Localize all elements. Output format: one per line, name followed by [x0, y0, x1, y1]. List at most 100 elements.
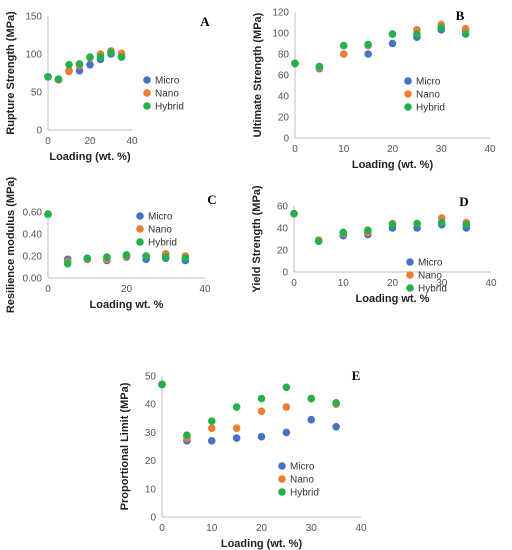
y-axis-title: Resilience modulus (MPa) [5, 177, 17, 314]
data-point-hybrid [161, 253, 170, 261]
x-tick-label: 20 [387, 144, 399, 155]
data-point-hybrid [54, 75, 63, 83]
legend-marker-micro [143, 76, 151, 84]
y-tick-label: 50 [145, 372, 157, 383]
data-point-micro [86, 60, 94, 69]
series-hybrid [44, 210, 190, 268]
data-point-hybrid [65, 60, 73, 69]
data-point-hybrid [83, 254, 92, 262]
y-axis-title: Rupture Strength (MPa) [5, 11, 17, 135]
x-axis-title: Loading (wt. %) [352, 159, 434, 171]
legend-marker-hybrid [404, 103, 412, 111]
x-tick-label: 30 [436, 278, 448, 289]
y-tick-label: 60 [278, 71, 290, 82]
data-point-micro [282, 428, 291, 437]
legend-label-nano: Nano [416, 90, 440, 101]
x-axis-title: Loading wt. % [90, 299, 164, 311]
x-tick-label: 10 [338, 278, 350, 289]
panel-a: 0 20 40 0 50 100 150 Loading (wt. %) Rupture Str… [5, 11, 210, 163]
legend-marker-nano [406, 271, 414, 279]
y-tick-label: 20 [278, 113, 290, 124]
panel-d: 0 10 20 30 40 0 20 40 60 Loading wt. % Yield Stren… [251, 185, 497, 305]
y-tick-label: 20 [145, 456, 157, 467]
data-point-hybrid [291, 59, 299, 68]
x-tick-label: 0 [45, 284, 51, 295]
x-tick-label: 20 [387, 278, 399, 289]
y-tick-label: 10 [145, 484, 157, 495]
data-point-hybrid [257, 394, 266, 403]
legend-label-micro: Micro [155, 76, 180, 87]
data-point-nano [282, 403, 291, 411]
data-point-nano [461, 25, 470, 33]
legend-label-hybrid: Hybrid [418, 284, 447, 295]
panel-letter: B [456, 8, 465, 23]
data-point-hybrid [122, 251, 131, 259]
data-point-hybrid [413, 219, 421, 228]
data-point-nano [232, 424, 241, 432]
y-tick-label: 0.40 [23, 230, 43, 241]
series-hybrid [158, 380, 340, 440]
y-tick-label: 0.00 [23, 274, 43, 285]
y-tick-label: 0 [282, 268, 288, 279]
data-point-nano [65, 67, 73, 76]
data-point-hybrid [44, 210, 52, 218]
panel-letter: D [459, 194, 468, 209]
data-point-hybrid [96, 53, 105, 61]
data-point-hybrid [413, 30, 421, 38]
y-tick-label: 120 [272, 8, 289, 19]
y-tick-label: 0 [36, 126, 42, 137]
y-tick-label: 30 [145, 428, 157, 439]
panel-letter: E [352, 368, 361, 383]
x-tick-label: 30 [436, 144, 448, 155]
legend: Micro Nano Hybrid [406, 258, 447, 295]
x-tick-label: 10 [206, 523, 218, 534]
data-point-hybrid [181, 254, 190, 262]
data-point-micro [257, 432, 266, 441]
legend-marker-hybrid [143, 102, 151, 110]
x-tick-label: 40 [355, 523, 367, 534]
x-tick-label: 40 [126, 136, 138, 147]
legend-label-micro: Micro [148, 212, 173, 223]
data-point-hybrid [339, 228, 348, 237]
x-tick-label: 20 [84, 136, 96, 147]
y-tick-label: 100 [25, 50, 42, 61]
legend: Micro Nano Hybrid [136, 212, 177, 249]
y-tick-label: 20 [277, 246, 289, 257]
legend-label-hybrid: Hybrid [148, 238, 177, 249]
legend-label-nano: Nano [418, 271, 442, 282]
panel-b: 0 10 20 30 40 0 20 40 60 80 100 120 Loading (wt. %) U… [252, 8, 496, 172]
y-axis-title: Ultimate Strength (MPa) [252, 12, 264, 137]
x-tick-label: 40 [485, 278, 497, 289]
data-point-micro [75, 66, 84, 75]
data-point-hybrid [388, 30, 397, 38]
data-point-micro [307, 415, 316, 424]
data-point-hybrid [158, 380, 166, 389]
y-axis-title: Yield Strength (MPa) [251, 185, 263, 292]
series-hybrid [291, 23, 470, 71]
legend-label-micro: Micro [290, 462, 315, 473]
y-tick-label: 50 [31, 88, 43, 99]
legend-marker-micro [278, 462, 286, 470]
x-tick-label: 10 [338, 144, 350, 155]
x-tick-label: 0 [159, 523, 165, 534]
y-tick-label: 80 [278, 50, 290, 61]
data-point-hybrid [290, 209, 298, 218]
x-tick-label: 40 [199, 284, 211, 295]
data-point-hybrid [117, 53, 126, 61]
data-point-nano [257, 407, 266, 416]
legend: Micro Nano Hybrid [404, 77, 445, 114]
legend-marker-nano [143, 89, 151, 97]
data-point-hybrid [232, 403, 241, 411]
legend-marker-nano [404, 90, 412, 98]
legend-marker-micro [136, 212, 144, 220]
data-point-micro [364, 50, 372, 58]
data-point-hybrid [339, 41, 348, 50]
data-point-hybrid [183, 431, 191, 440]
data-point-hybrid [75, 60, 84, 68]
data-point-micro [232, 434, 241, 442]
y-tick-label: 40 [145, 400, 157, 411]
legend: Micro Nano Hybrid [143, 76, 184, 113]
x-tick-label: 40 [484, 144, 496, 155]
data-point-hybrid [461, 30, 470, 38]
